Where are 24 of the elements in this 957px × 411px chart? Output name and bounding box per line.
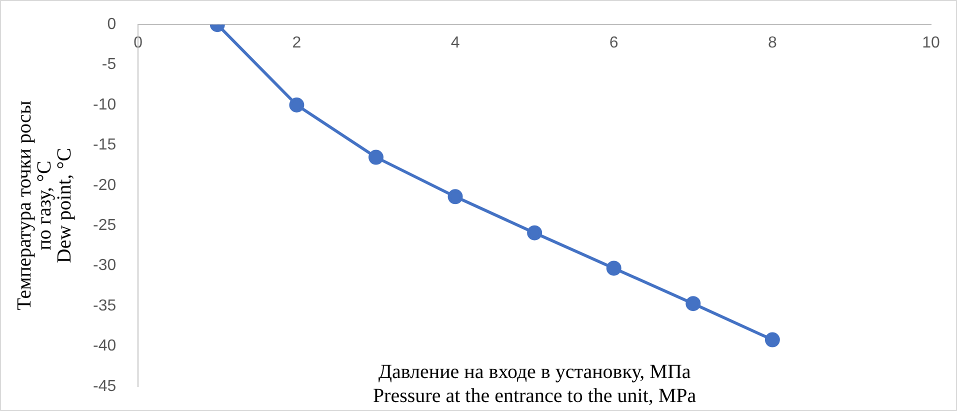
point [764,332,780,348]
point [527,225,542,240]
x-tick-label: 2 [292,34,302,52]
y-tick-label: -35 [93,297,116,314]
y-tick-label: -20 [93,176,116,194]
y-tick-label: -10 [93,96,116,114]
point [686,296,701,312]
x-tick-label: 6 [609,34,618,52]
y-tick-label: -30 [93,257,116,274]
y-tick-label: -45 [93,378,116,395]
y-tick-label: 0 [107,16,116,34]
point [289,98,304,112]
x-tick-label: 4 [450,34,460,52]
x-tick-label: 8 [768,34,777,52]
y-tick-label: -40 [93,338,116,355]
y-tick-label: -15 [93,136,116,154]
point [606,260,622,276]
y-tick-label: -25 [93,217,116,234]
x-axis-title: Давление на входе в установку, МПа Pressure at the entrance to the unit, MPa [372,361,696,407]
point [368,150,384,165]
y-tick-label: -5 [102,56,116,74]
y-axis-title: Температура точки росы по газу, °C Dew point, °C [13,100,76,310]
point [448,189,463,204]
x-tick-label: 10 [922,34,940,52]
